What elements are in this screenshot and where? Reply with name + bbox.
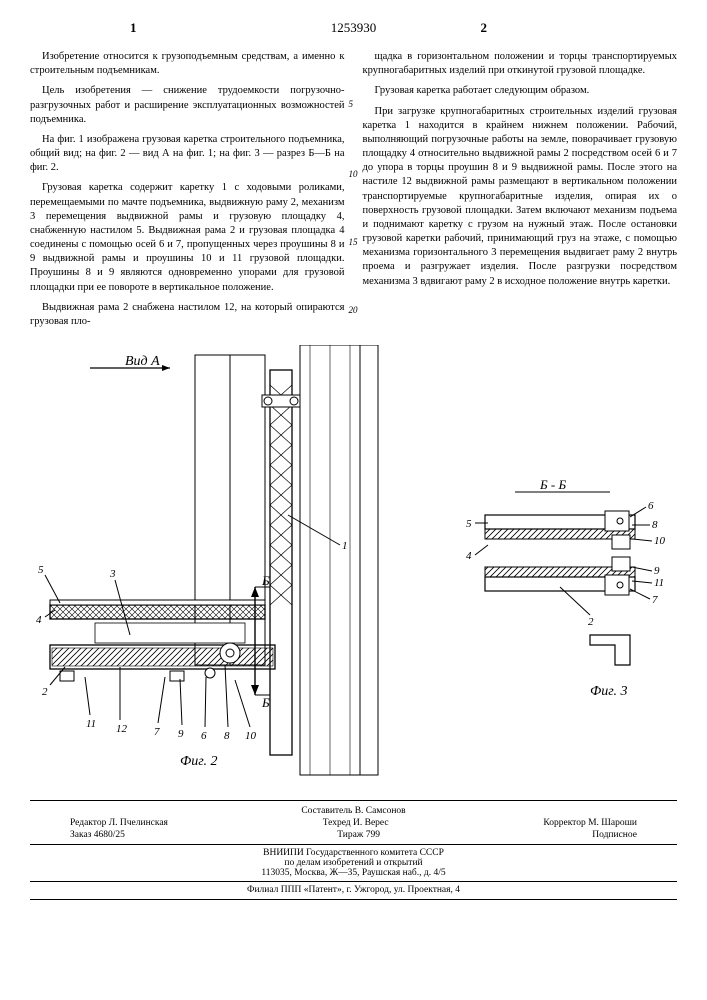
para: Цель изобретения — снижение трудоемкости… [30,84,345,127]
line-num: 20 [349,304,358,316]
ref-4b: 4 [466,550,472,562]
order: Заказ 4680/25 [70,830,125,840]
ref-8: 8 [224,730,230,742]
ref-1: 1 [342,540,348,552]
document-number: 1253930 [331,20,377,35]
org2: по делам изобретений и открытий [30,858,677,868]
para: Грузовая каретка работает следующим обра… [363,84,678,98]
right-column: 5 10 15 20 щадка в горизонтальном положе… [363,50,678,335]
para: Выдвижная рама 2 снабжена настилом 12, н… [30,301,345,329]
editor: Редактор Л. Пчелинская [70,818,168,828]
line-num: 15 [349,236,358,248]
ref-9b: 9 [654,565,660,577]
text-columns: Изобретение относится к грузоподъемным с… [30,50,677,335]
vida-label: Вид А [125,354,160,369]
fig3-label: Фиг. 3 [590,684,628,699]
para: Грузовая каретка содержит каретку 1 с хо… [30,181,345,294]
ref-2: 2 [42,686,48,698]
ref-4: 4 [36,614,42,626]
para: На фиг. 1 изображена грузовая каретка ст… [30,133,345,176]
bb-top: Б [261,573,270,588]
tirage: Тираж 799 [337,830,380,840]
figure-3: Б - Б 5 4 6 8 10 9 11 [460,475,680,775]
ref-11b: 11 [654,577,664,589]
sub: Подписное [592,830,637,840]
ref-5b: 5 [466,518,472,530]
page-header: 1 1253930 2 [30,20,677,36]
figures-area: Вид А [30,345,677,785]
figure-2: Вид А [30,345,450,785]
section-label: Б - Б [539,477,566,492]
compiler: Составитель В. Самсонов [301,806,405,816]
ref-11: 11 [86,718,96,730]
ref-5: 5 [38,564,44,576]
org: ВНИИПИ Государственного комитета СССР [30,848,677,858]
ref-2b: 2 [588,616,594,628]
ref-10b: 10 [654,535,666,547]
para: Изобретение относится к грузоподъемным с… [30,50,345,78]
ref-6b: 6 [648,500,654,512]
col-num-2: 2 [481,20,488,36]
corrector: Корректор М. Шароши [543,818,637,828]
addr1: 113035, Москва, Ж—35, Раушская наб., д. … [30,868,677,878]
line-num: 10 [349,168,358,180]
para: щадка в горизонтальном положении и торцы… [363,50,678,78]
ref-8b: 8 [652,519,658,531]
ref-10: 10 [245,730,257,742]
ref-7b: 7 [652,594,658,606]
para: При загрузке крупногабаритных строительн… [363,105,678,289]
ref-6: 6 [201,730,207,742]
left-column: Изобретение относится к грузоподъемным с… [30,50,345,335]
ref-7: 7 [154,726,160,738]
ref-9: 9 [178,728,184,740]
techred: Техред И. Верес [323,818,389,828]
col-num-1: 1 [130,20,137,36]
imprint-footer: Составитель В. Самсонов Редактор Л. Пчел… [30,800,677,900]
line-num: 5 [349,98,354,110]
addr2: Филиал ППП «Патент», г. Ужгород, ул. Про… [30,885,677,895]
ref-12: 12 [116,723,128,735]
ref-3: 3 [109,568,116,580]
bb-bot: Б [261,695,270,710]
fig2-label: Фиг. 2 [180,754,218,769]
